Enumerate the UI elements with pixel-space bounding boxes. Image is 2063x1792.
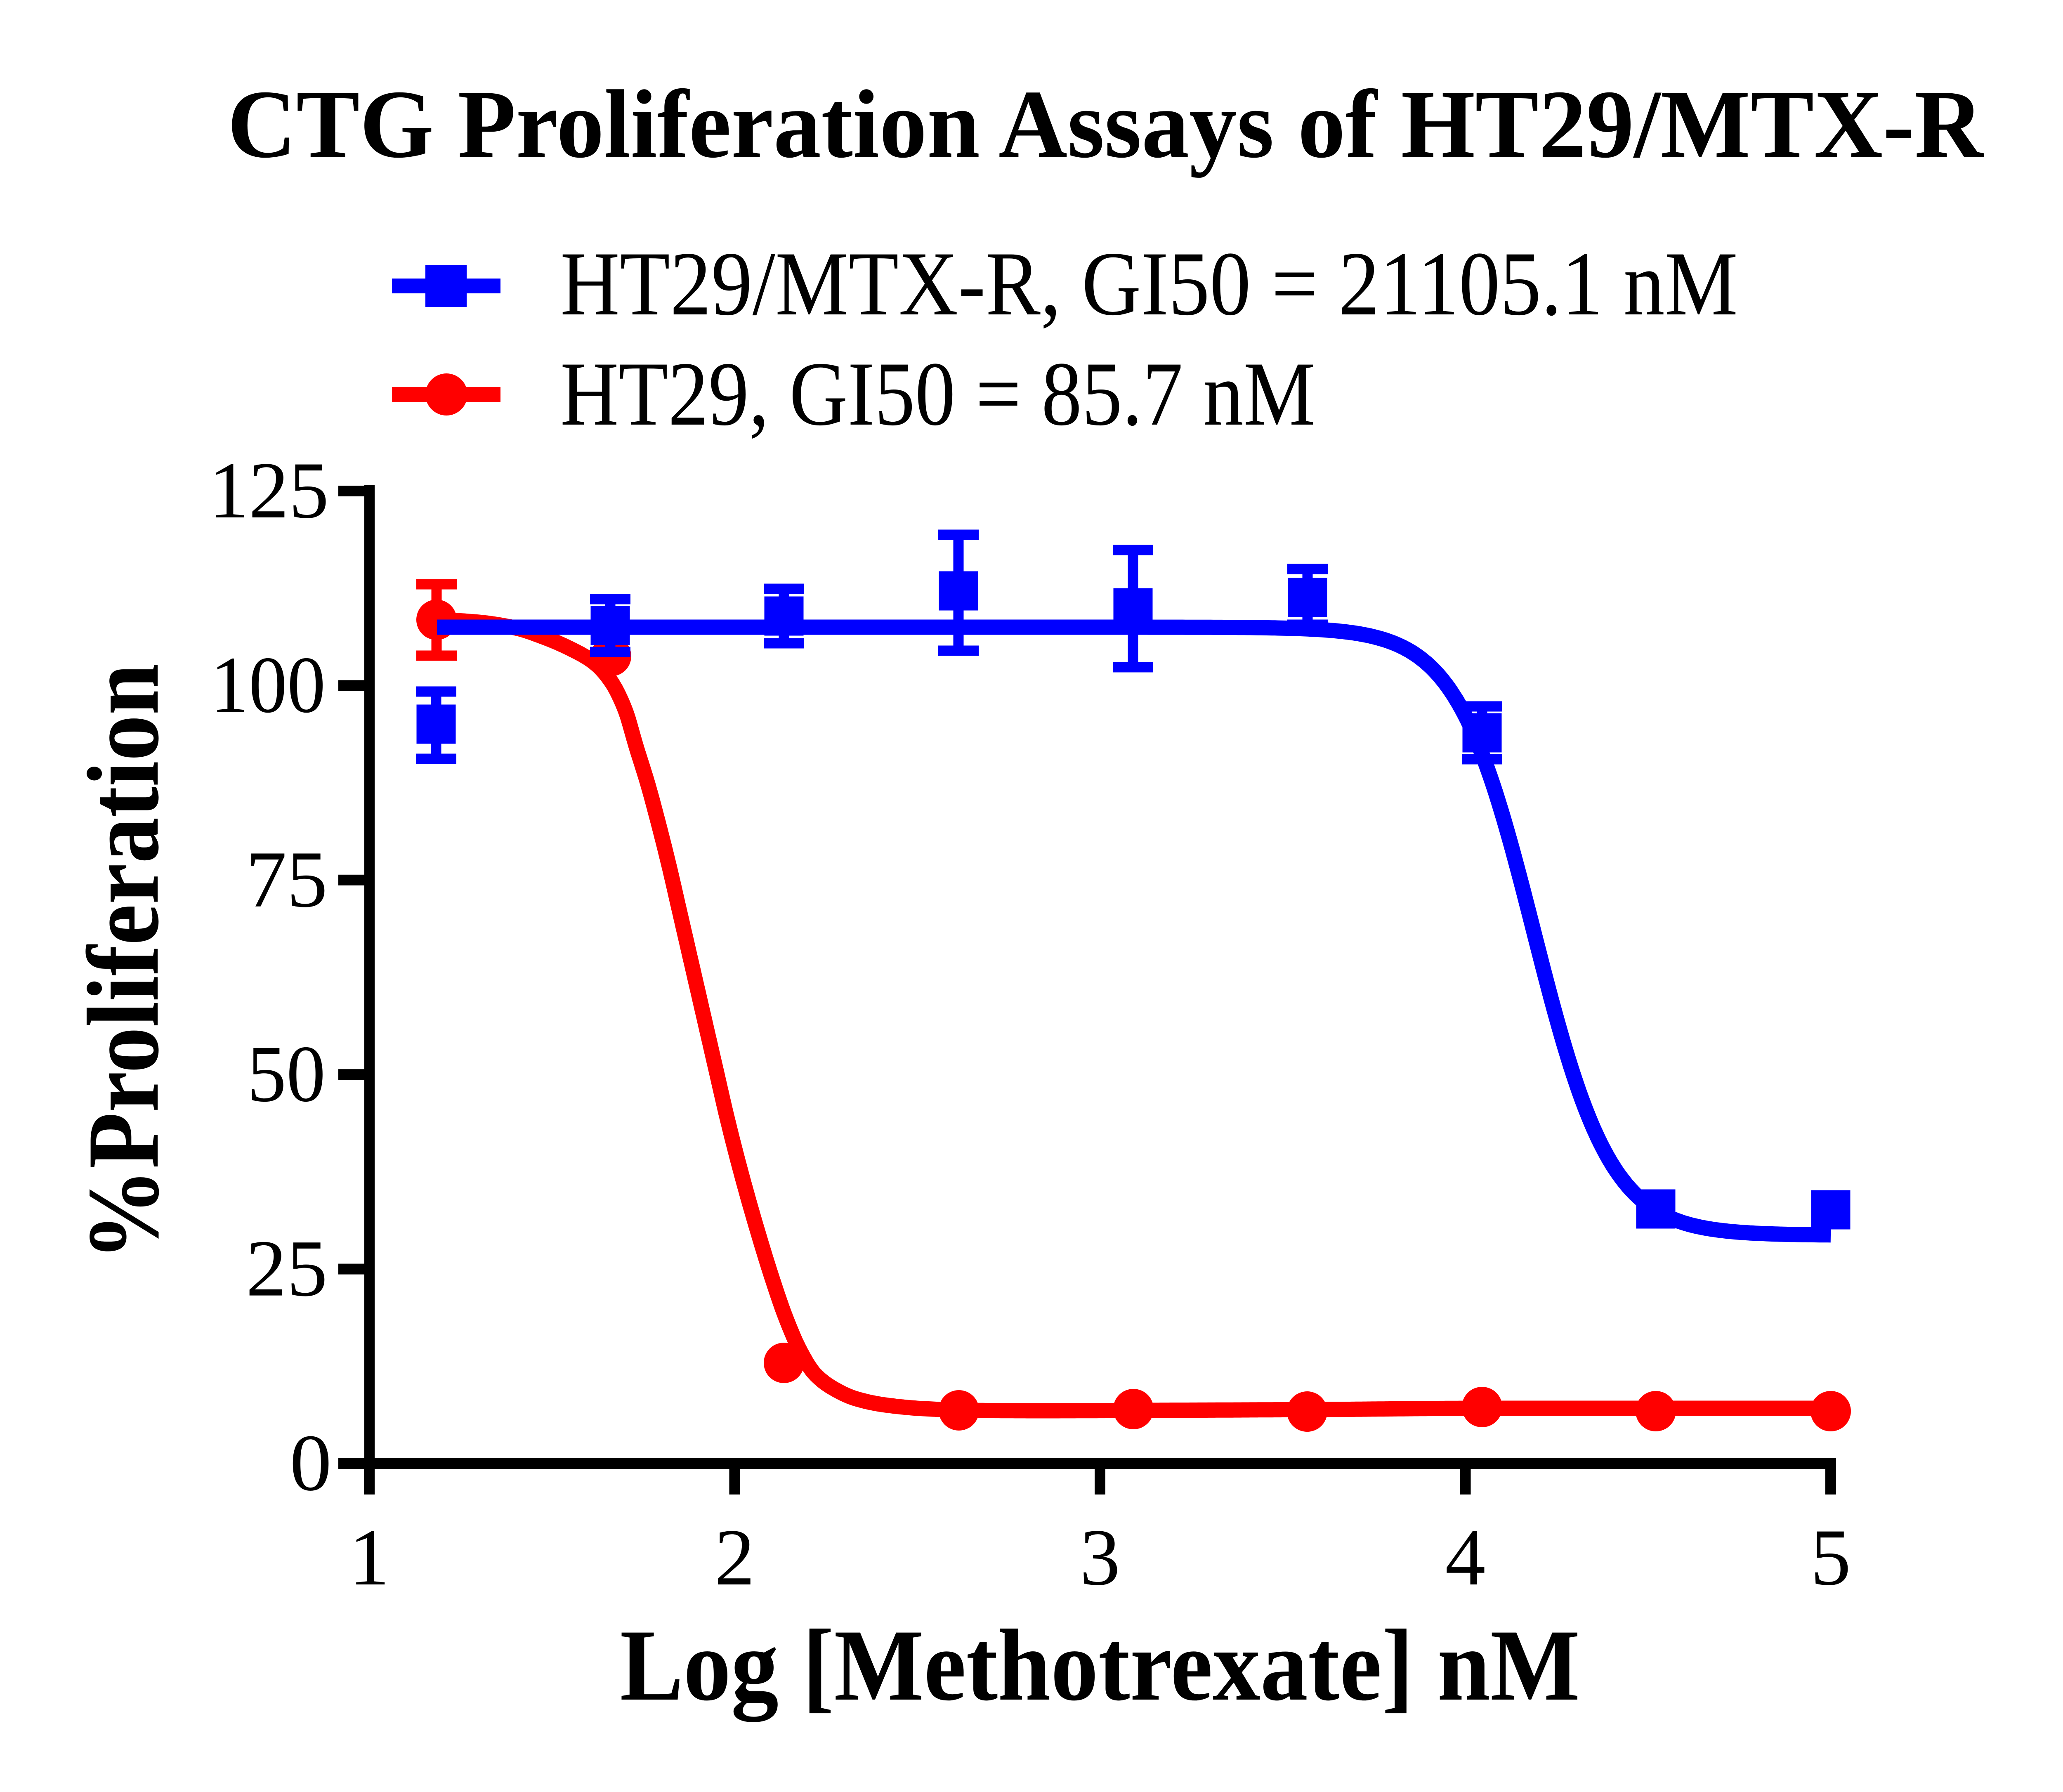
svg-text:HT29, GI50 = 85.7 nM: HT29, GI50 = 85.7 nM (560, 343, 1315, 445)
svg-text:0: 0 (290, 1418, 332, 1508)
svg-text:75: 75 (246, 835, 328, 924)
svg-text:25: 25 (246, 1224, 328, 1313)
svg-text:1: 1 (349, 1513, 389, 1602)
svg-text:HT29/MTX-R, GI50 = 21105.1 nM: HT29/MTX-R, GI50 = 21105.1 nM (560, 233, 1738, 335)
svg-text:125: 125 (209, 446, 329, 535)
svg-text:100: 100 (210, 640, 326, 730)
svg-text:%Proliferation: %Proliferation (66, 664, 180, 1261)
svg-text:3: 3 (1080, 1513, 1120, 1602)
svg-text:2: 2 (715, 1513, 755, 1602)
svg-text:4: 4 (1445, 1513, 1486, 1602)
svg-text:Log [Methotrexate] nM: Log [Methotrexate] nM (620, 1608, 1580, 1722)
svg-text:50: 50 (247, 1029, 326, 1119)
svg-text:CTG Proliferation Assays of HT: CTG Proliferation Assays of HT29/MTX-R (227, 71, 1985, 178)
svg-text:5: 5 (1810, 1513, 1851, 1602)
